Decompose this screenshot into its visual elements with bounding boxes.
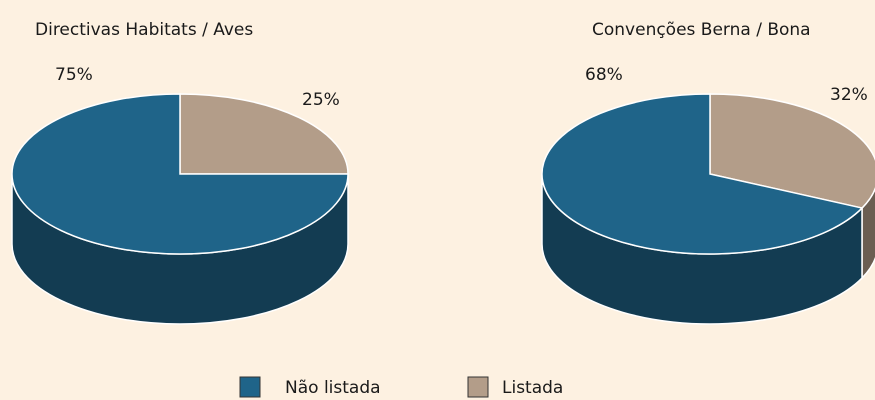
- value-label: 68%: [585, 65, 623, 85]
- pie-slice: [179, 93, 349, 175]
- chart-title: Convenções Berna / Bona: [592, 20, 811, 40]
- legend-label: Listada: [502, 378, 563, 398]
- legend-swatch: [239, 376, 261, 398]
- legend-label: Não listada: [285, 378, 381, 398]
- value-label: 25%: [302, 90, 340, 110]
- pie-slice: [541, 93, 864, 255]
- pie-slice: [11, 93, 349, 255]
- legend-swatch: [467, 376, 489, 398]
- value-label: 32%: [830, 85, 868, 105]
- value-label: 75%: [55, 65, 93, 85]
- chart-title: Directivas Habitats / Aves: [35, 20, 253, 40]
- pie-slice: [709, 93, 875, 209]
